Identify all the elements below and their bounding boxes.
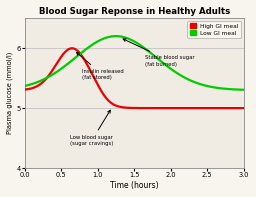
X-axis label: Time (hours): Time (hours): [110, 181, 158, 190]
Text: Insulin released
(fat stored): Insulin released (fat stored): [77, 52, 123, 80]
Text: Low blood sugar
(sugar cravings): Low blood sugar (sugar cravings): [70, 110, 113, 146]
Legend: High GI meal, Low GI meal: High GI meal, Low GI meal: [187, 21, 241, 38]
Y-axis label: Plasma glucose (mmol/l): Plasma glucose (mmol/l): [7, 52, 14, 134]
Text: Stable blood sugar
(fat burned): Stable blood sugar (fat burned): [123, 39, 195, 67]
Title: Blood Sugar Reponse in Healthy Adults: Blood Sugar Reponse in Healthy Adults: [39, 7, 230, 16]
